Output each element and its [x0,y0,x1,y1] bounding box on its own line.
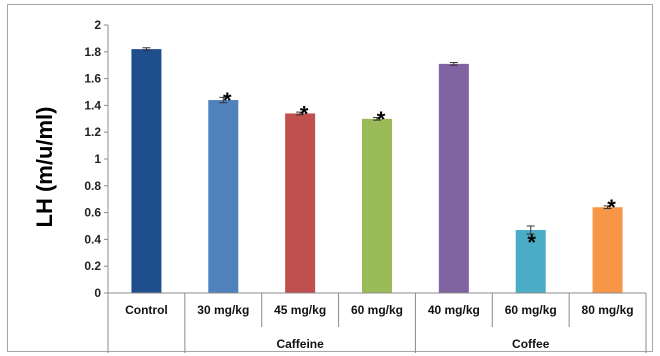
x-tick-label: 60 mg/kg [351,303,403,317]
x-tick-label: 30 mg/kg [197,303,249,317]
x-tick-label: Control [125,303,168,317]
bar [208,100,239,293]
x-tick-label: 40 mg/kg [428,303,480,317]
y-tick-label: 2 [94,18,101,32]
bar [515,230,546,293]
bar [285,113,316,293]
y-tick-label: 0.2 [84,259,101,273]
bar [592,207,623,293]
x-tick-label: 60 mg/kg [505,303,557,317]
y-tick-label: 0 [94,286,101,300]
significance-marker: * [377,107,386,132]
y-tick-label: 0.8 [84,179,101,193]
group-label: Caffeine [276,337,324,351]
y-axis: 0 0.2 0.4 0.6 0.8 1 1.2 1.4 1.6 1.8 2 [84,18,109,300]
lh-bar-chart: 0 0.2 0.4 0.6 0.8 1 1.2 1.4 1.6 1.8 2 * * * * * Contro… [32,18,647,353]
y-tick-label: 1.8 [84,45,101,59]
y-tick-label: 1.4 [84,98,101,112]
y-tick-label: 1 [94,152,101,166]
bars: * * * * * [131,47,623,294]
significance-marker: * [223,88,232,113]
bar [438,63,469,293]
group-label: Coffee [512,337,550,351]
x-axis: Control 30 mg/kg 45 mg/kg 60 mg/kg 40 mg/kg 6… [107,292,647,353]
y-tick-label: 1.2 [84,125,101,139]
y-tick-label: 0.6 [84,206,101,220]
y-axis-label: LH (m/u/ml) [32,107,57,228]
bar [362,118,392,293]
significance-marker: * [607,195,616,220]
x-tick-label: 80 mg/kg [582,303,634,317]
x-tick-label: 45 mg/kg [274,303,326,317]
y-tick-label: 0.4 [84,232,101,246]
significance-marker: * [527,230,536,255]
chart-frame: 0 0.2 0.4 0.6 0.8 1 1.2 1.4 1.6 1.8 2 * * * * * Contro… [7,4,653,353]
significance-marker: * [300,101,309,126]
y-tick-label: 1.6 [84,72,101,86]
bar [131,49,162,294]
